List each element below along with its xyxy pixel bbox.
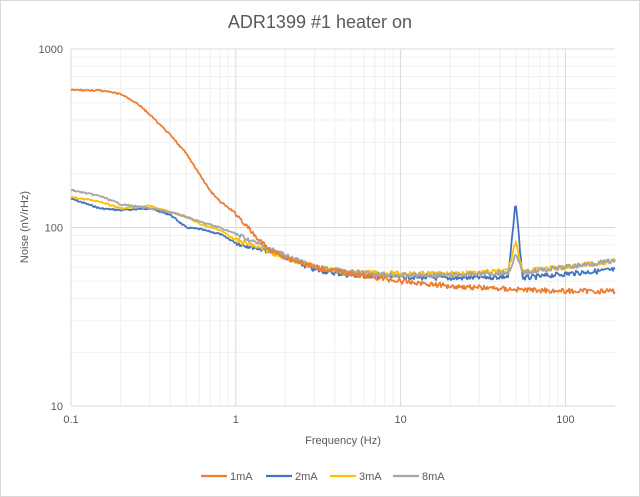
series-line-1mA <box>70 88 616 295</box>
series-line-8mA <box>70 188 616 279</box>
y-tick-label: 100 <box>45 223 63 235</box>
chart-title: ADR1399 #1 heater on <box>228 12 412 32</box>
x-tick-label: 0.1 <box>63 414 78 426</box>
legend-label-1mA: 1mA <box>230 471 253 483</box>
legend: 1mA 2mA 3mA 8mA <box>201 471 445 483</box>
y-tick-label: 1000 <box>39 44 63 56</box>
y-tick-label: 10 <box>51 401 63 413</box>
y-axis-title: Noise (nV/rHz) <box>19 191 31 263</box>
legend-label-3mA: 3mA <box>359 471 382 483</box>
grid <box>70 48 615 407</box>
axes: 0.1 1 10 100 10 100 1000 <box>39 44 615 426</box>
x-tick-label: 10 <box>394 414 406 426</box>
x-tick-label: 1 <box>233 414 239 426</box>
legend-label-8mA: 8mA <box>422 471 445 483</box>
series-lines <box>70 88 616 295</box>
legend-label-2mA: 2mA <box>295 471 318 483</box>
x-tick-label: 100 <box>556 414 574 426</box>
x-axis-title: Frequency (Hz) <box>305 435 381 447</box>
